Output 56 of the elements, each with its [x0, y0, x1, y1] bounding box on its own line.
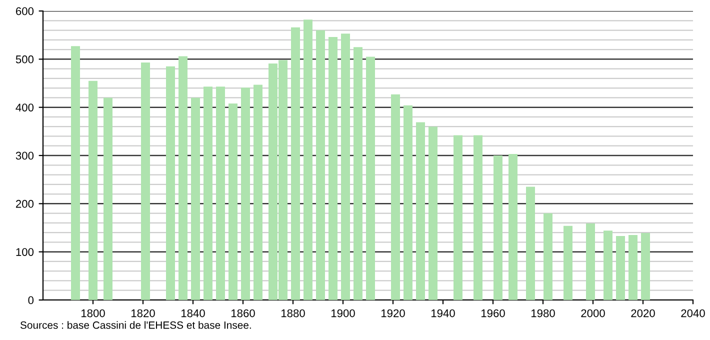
- bar: [391, 94, 400, 300]
- bar: [628, 234, 638, 300]
- bar: [204, 86, 212, 300]
- x-tick-label: 1960: [481, 309, 505, 318]
- bar: [586, 223, 595, 300]
- bar: [544, 213, 552, 300]
- y-tick-label: 400: [16, 104, 34, 112]
- bar: [604, 230, 612, 300]
- bar: [241, 88, 250, 300]
- bar: [564, 226, 572, 300]
- bar: [228, 103, 238, 300]
- bar: [88, 80, 98, 300]
- bar: [291, 27, 300, 300]
- y-tick-label: 600: [16, 7, 34, 16]
- x-tick-label: 1820: [131, 309, 155, 318]
- bar: [178, 56, 188, 300]
- x-tick-label: 1840: [181, 309, 205, 318]
- x-tick-label: 1920: [381, 309, 405, 318]
- bar: [104, 98, 112, 300]
- x-tick-label: 2000: [581, 309, 605, 318]
- bar: [641, 233, 650, 300]
- bar: [254, 84, 262, 300]
- bar: [616, 236, 625, 300]
- bar: [366, 56, 375, 300]
- bar: [526, 186, 535, 300]
- x-tick-label: 2020: [631, 309, 655, 318]
- bar: [166, 66, 175, 300]
- x-tick-label: 2040: [681, 309, 705, 318]
- bar: [454, 135, 462, 300]
- bar: [416, 122, 425, 300]
- x-tick-label: 1860: [231, 309, 255, 318]
- source-note: Sources : base Cassini de l'EHESS et base Insee.: [20, 321, 251, 329]
- x-tick-label: 1940: [431, 309, 455, 318]
- x-tick-label: 1800: [81, 309, 105, 318]
- y-tick-label: 200: [16, 200, 34, 208]
- y-tick-label: 100: [16, 248, 34, 256]
- bar: [328, 37, 338, 300]
- bar: [304, 20, 312, 300]
- bar: [71, 46, 80, 300]
- y-tick-label: 0: [28, 296, 34, 304]
- bar: [354, 47, 362, 300]
- x-tick-label: 1980: [531, 309, 555, 318]
- bar: [341, 34, 350, 300]
- x-tick-label: 1880: [281, 309, 305, 318]
- y-tick-label: 500: [16, 55, 34, 64]
- bar: [404, 105, 412, 300]
- bar: [508, 154, 518, 300]
- bar: [474, 135, 482, 300]
- bar: [141, 62, 150, 300]
- bar: [191, 98, 200, 300]
- x-tick-label: 1900: [331, 309, 355, 318]
- bar: [316, 30, 325, 300]
- bar: [216, 86, 225, 300]
- y-tick-label: 300: [16, 152, 34, 160]
- bar: [494, 156, 502, 300]
- bar: [428, 126, 438, 300]
